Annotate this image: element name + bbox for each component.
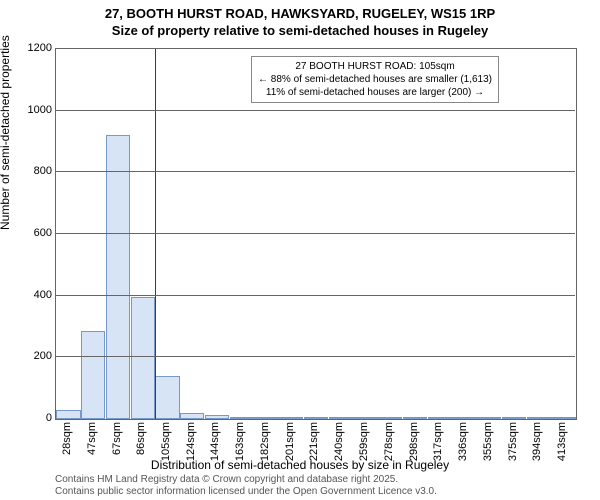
- histogram-bar: [329, 417, 353, 419]
- x-axis-label: Distribution of semi-detached houses by …: [0, 458, 600, 472]
- xtick-label: 336sqm: [457, 422, 469, 461]
- histogram-bar: [403, 417, 427, 419]
- info-line2: ← 88% of semi-detached houses are smalle…: [258, 73, 492, 86]
- y-axis-label: Number of semi-detached properties: [0, 35, 12, 230]
- gridline: [55, 110, 575, 111]
- ytick-label: 1000: [28, 104, 52, 116]
- xtick-label: 144sqm: [210, 422, 222, 461]
- histogram-bar: [205, 415, 229, 419]
- histogram-bar: [106, 135, 130, 419]
- histogram-bar: [279, 417, 303, 419]
- ytick-label: 800: [34, 165, 52, 177]
- xtick-label: 124sqm: [185, 422, 197, 461]
- xtick-label: 317sqm: [432, 422, 444, 461]
- histogram-bar: [353, 417, 377, 419]
- gridline: [55, 233, 575, 234]
- ytick-label: 400: [34, 289, 52, 301]
- histogram-bar: [155, 376, 179, 419]
- gridline: [55, 295, 575, 296]
- histogram-bar: [131, 297, 155, 419]
- histogram-bar: [527, 417, 551, 419]
- histogram-bar: [180, 413, 204, 419]
- ytick-label: 600: [34, 227, 52, 239]
- xtick-label: 163sqm: [234, 422, 246, 461]
- gridline: [55, 356, 575, 357]
- footnote: Contains HM Land Registry data © Crown c…: [55, 474, 437, 498]
- reference-marker: [155, 49, 156, 419]
- xtick-label: 375sqm: [507, 422, 519, 461]
- histogram-bar: [551, 417, 575, 419]
- xtick-label: 67sqm: [111, 422, 123, 455]
- ytick-label: 0: [46, 412, 52, 424]
- histogram-bar: [378, 417, 402, 419]
- info-box: 27 BOOTH HURST ROAD: 105sqm← 88% of semi…: [251, 56, 499, 103]
- chart-title-line1: 27, BOOTH HURST ROAD, HAWKSYARD, RUGELEY…: [0, 0, 600, 23]
- histogram-bar: [230, 417, 254, 419]
- xtick-label: 413sqm: [556, 422, 568, 461]
- ytick-label: 1200: [28, 42, 52, 54]
- histogram-bar: [428, 417, 452, 419]
- ytick-label: 200: [34, 350, 52, 362]
- xtick-label: 201sqm: [284, 422, 296, 461]
- xtick-label: 47sqm: [86, 422, 98, 455]
- histogram-bar: [502, 417, 526, 419]
- histogram-bar: [452, 417, 476, 419]
- histogram-bar: [304, 417, 328, 419]
- xtick-label: 259sqm: [358, 422, 370, 461]
- info-line1: 27 BOOTH HURST ROAD: 105sqm: [258, 60, 492, 73]
- xtick-label: 221sqm: [309, 422, 321, 461]
- xtick-label: 182sqm: [259, 422, 271, 461]
- footnote-line2: Contains public sector information licen…: [55, 486, 437, 498]
- xtick-label: 240sqm: [333, 422, 345, 461]
- chart-title-line2: Size of property relative to semi-detach…: [0, 23, 600, 38]
- xtick-label: 105sqm: [160, 422, 172, 461]
- chart-container: 27, BOOTH HURST ROAD, HAWKSYARD, RUGELEY…: [0, 0, 600, 500]
- footnote-line1: Contains HM Land Registry data © Crown c…: [55, 474, 437, 486]
- plot-area: 27 BOOTH HURST ROAD: 105sqm← 88% of semi…: [55, 48, 577, 420]
- histogram-bar: [254, 417, 278, 419]
- info-line3: 11% of semi-detached houses are larger (…: [258, 86, 492, 99]
- histogram-bar: [56, 410, 80, 419]
- xtick-label: 355sqm: [482, 422, 494, 461]
- xtick-label: 298sqm: [408, 422, 420, 461]
- xtick-label: 28sqm: [61, 422, 73, 455]
- xtick-label: 86sqm: [135, 422, 147, 455]
- gridline: [55, 171, 575, 172]
- xtick-label: 394sqm: [531, 422, 543, 461]
- histogram-bar: [477, 417, 501, 419]
- xtick-label: 278sqm: [383, 422, 395, 461]
- histogram-bar: [81, 331, 105, 419]
